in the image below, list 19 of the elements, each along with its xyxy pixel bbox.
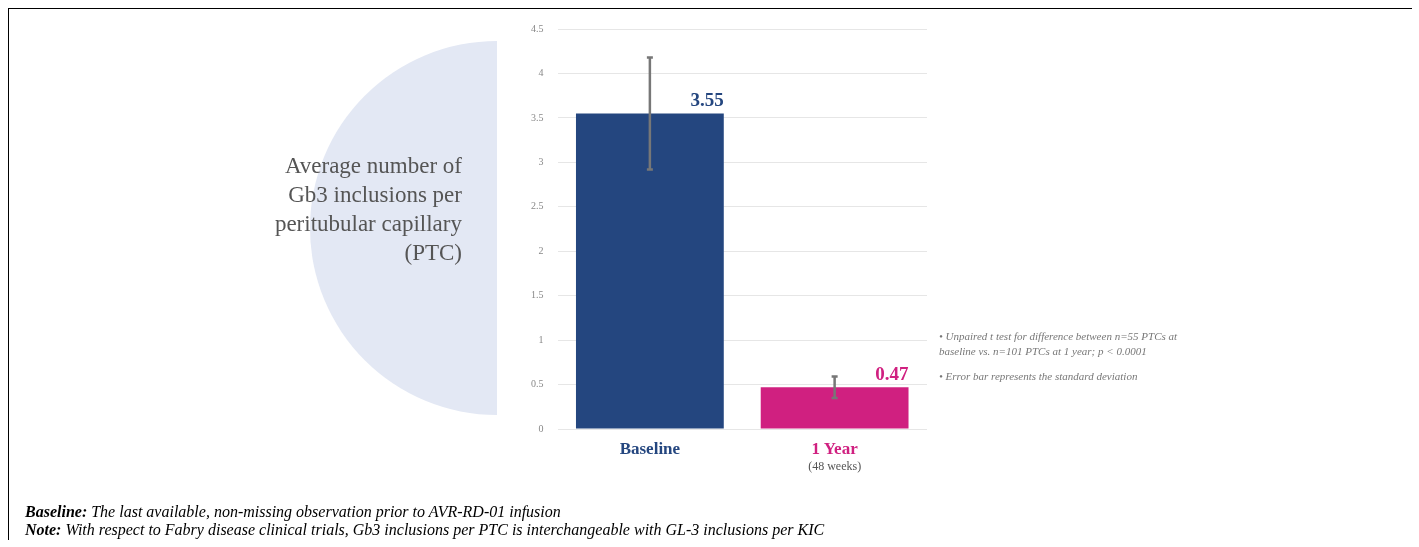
y-tick-label: 0 (538, 422, 544, 434)
text: Baseline: The last available, non-missing observation prior to AVR-RD-01 infusion (25, 503, 562, 521)
data-label: 3.55 (690, 88, 724, 110)
text: • Error bar represents the standard deviation (939, 369, 1139, 384)
y-tick-label: 1 (538, 333, 544, 345)
y-tick-label: 3 (538, 155, 544, 167)
y-tick-label: 1.5 (531, 289, 544, 301)
y-tick-label: 0.5 (531, 378, 544, 390)
y-tick-label: 3.5 (531, 111, 544, 123)
y-tick-label: 2.5 (531, 200, 544, 212)
y-axis-title: Average number of Gb3 inclusions per peritubular capillary (PTC) (273, 152, 462, 267)
x-tick-label: Baseline (619, 438, 681, 458)
x-tick-label: 1 Year (48 weeks) (808, 438, 862, 474)
text: Note: With respect to Fabry disease clinical trials, Gb3 inclusions per PTC is interchangeable with GL-3 inclusions per KIC (25, 521, 825, 539)
y-tick-label: 4 (538, 67, 544, 79)
text: • Unpaired t test for difference between n=55 PTCs at baseline vs. n=101 PTCs at 1 year; p < 0.0001 (939, 329, 1179, 359)
y-tick-label: 4.5 (531, 22, 544, 34)
data-label: 0.47 (875, 362, 910, 384)
y-tick-label: 2 (538, 244, 544, 256)
